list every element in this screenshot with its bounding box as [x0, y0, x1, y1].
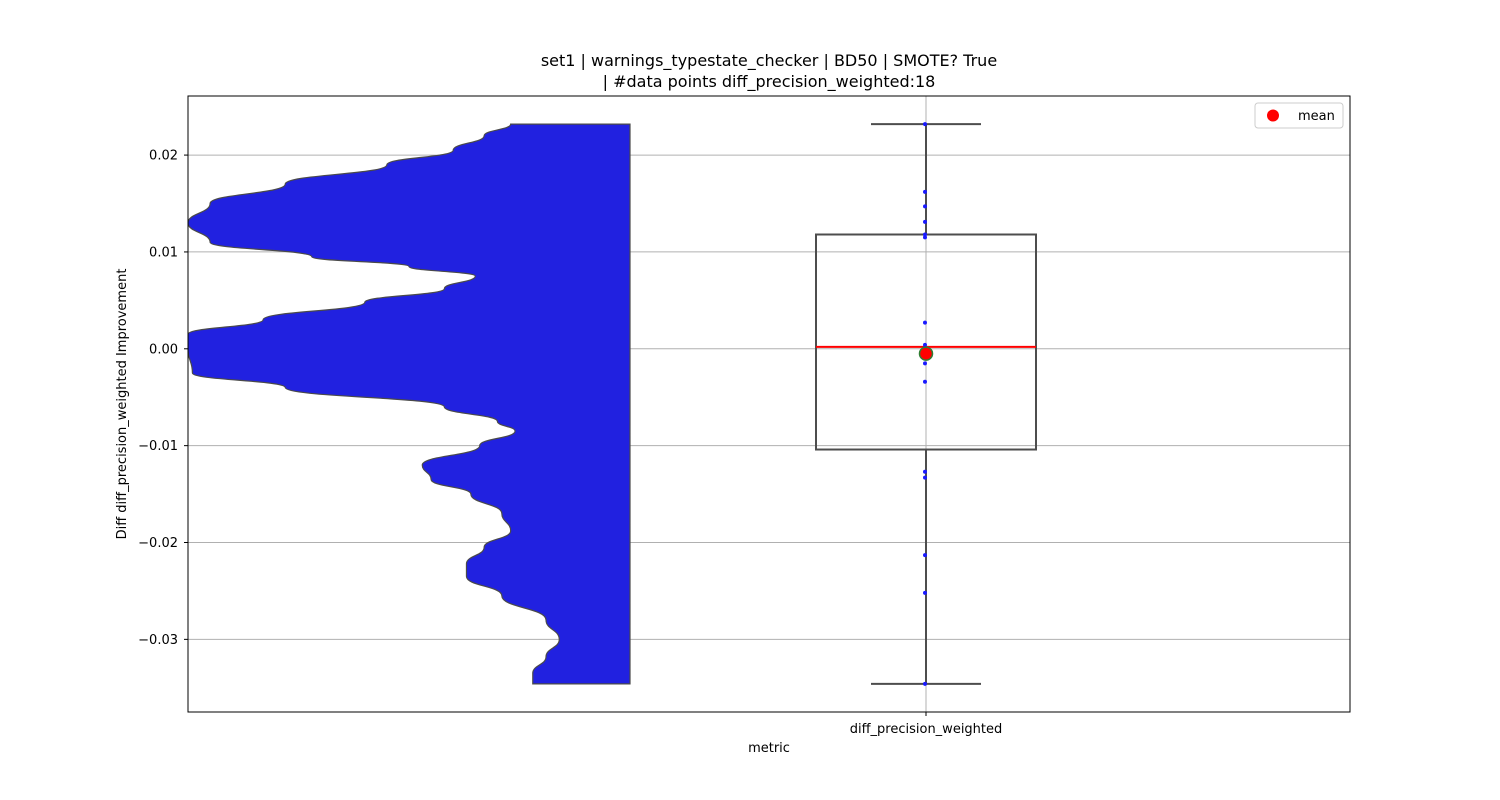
x-axis-ticks: diff_precision_weighted	[850, 712, 1003, 737]
chart-title-line-2: | #data points diff_precision_weighted:1…	[602, 72, 936, 91]
legend-mean-marker	[1267, 109, 1279, 122]
data-point	[923, 361, 927, 366]
data-point	[923, 469, 927, 474]
data-points	[918, 122, 934, 686]
y-tick-label: −0.02	[138, 536, 178, 551]
data-point	[923, 681, 927, 686]
y-tick-label: 0.00	[149, 342, 178, 357]
data-point	[923, 553, 927, 558]
data-point	[923, 189, 927, 194]
data-point	[923, 342, 927, 347]
legend: mean	[1254, 102, 1344, 129]
y-axis-label: Diff diff_precision_weighted Improvement	[115, 269, 130, 540]
plot-frame	[187, 95, 1351, 713]
violin-shape	[188, 123, 631, 685]
data-point	[923, 475, 927, 480]
y-tick-label: −0.03	[138, 633, 178, 648]
data-point	[923, 232, 927, 237]
data-point	[923, 320, 927, 325]
data-point	[923, 235, 927, 240]
data-point	[923, 379, 927, 384]
y-tick-label: 0.01	[149, 245, 178, 260]
x-axis-label: metric	[748, 741, 790, 756]
legend-mean-label: mean	[1298, 109, 1335, 124]
y-tick-label: −0.01	[138, 439, 178, 454]
data-point	[923, 590, 927, 595]
data-point	[923, 122, 927, 127]
chart-title-line-1: set1 | warnings_typestate_checker | BD50…	[540, 51, 998, 70]
data-point	[923, 219, 927, 224]
violin-plot	[188, 123, 631, 685]
y-axis-ticks: 0.02 0.01 0.00 −0.01 −0.02 −0.03	[138, 149, 188, 648]
legend-box	[1254, 102, 1344, 129]
x-tick-label: diff_precision_weighted	[850, 722, 1003, 737]
data-point	[923, 204, 927, 209]
mean-marker	[918, 346, 934, 361]
y-tick-label: 0.02	[149, 149, 178, 164]
